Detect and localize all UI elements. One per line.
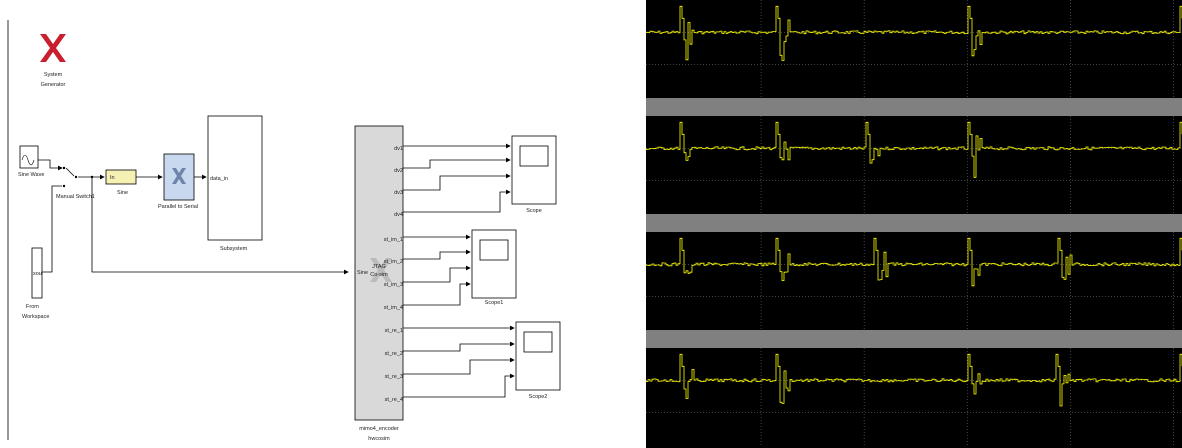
from-workspace-line2: Workspace bbox=[22, 314, 49, 320]
scope-trace bbox=[646, 122, 1182, 177]
hw-name-line2: hwcosim bbox=[368, 436, 390, 442]
xilinx-logo-icon bbox=[40, 34, 66, 62]
hwcosim-block[interactable]: Sine JTAG Co-sim dv1 dv2 dv3 dv4 st_im_1… bbox=[355, 126, 403, 442]
scope-panel bbox=[646, 116, 1182, 214]
logo-line1: System bbox=[44, 72, 63, 78]
scope-panel bbox=[646, 232, 1182, 330]
port-dv2: dv2 bbox=[394, 168, 403, 174]
gateway-name: Sine bbox=[117, 190, 128, 196]
scope-separator bbox=[646, 214, 1182, 232]
subsystem-label: Subsystem bbox=[220, 246, 248, 252]
scope-block[interactable]: Scope bbox=[512, 136, 556, 214]
scope-separator bbox=[646, 330, 1182, 348]
scope2-label: Scope2 bbox=[529, 394, 548, 400]
scope-icon bbox=[520, 146, 548, 166]
scope1-icon bbox=[480, 240, 508, 260]
scope1-label: Scope1 bbox=[485, 300, 504, 306]
parallel-to-serial-block[interactable]: Parallel to Serial bbox=[158, 154, 198, 210]
scope2-icon bbox=[524, 332, 552, 352]
manual-switch-label: Manual Switch1 bbox=[56, 194, 95, 200]
port-st-re-4: st_re_4 bbox=[385, 397, 403, 403]
hw-input-port: Sine bbox=[357, 270, 368, 276]
scope-trace bbox=[646, 6, 1182, 60]
logo-line2: Generator bbox=[41, 82, 66, 88]
subsystem-block[interactable]: data_in Subsystem bbox=[208, 116, 262, 252]
manual-switch-block[interactable]: Manual Switch1 bbox=[56, 167, 95, 200]
port-st-im-1: st_im_1 bbox=[384, 237, 403, 243]
from-workspace-line1: From bbox=[26, 304, 39, 310]
port-st-im-3: st_im_3 bbox=[384, 282, 403, 288]
port-st-re-3: st_re_3 bbox=[385, 374, 403, 380]
p2s-label: Parallel to Serial bbox=[158, 204, 198, 210]
scope-trace bbox=[646, 238, 1182, 285]
port-dv4: dv4 bbox=[394, 212, 403, 218]
system-generator-block[interactable]: System Generator bbox=[40, 34, 66, 88]
from-workspace-block[interactable]: sou From Workspace bbox=[22, 248, 49, 320]
port-dv1: dv1 bbox=[394, 146, 403, 152]
scope-panel bbox=[646, 0, 1182, 98]
scope2-block[interactable]: Scope2 bbox=[516, 322, 560, 400]
scope-separator bbox=[646, 98, 1182, 116]
scope-output-view bbox=[646, 0, 1182, 448]
gateway-in-block[interactable]: In Sine bbox=[106, 170, 136, 196]
scope-panel bbox=[646, 348, 1182, 446]
scope-label: Scope bbox=[526, 208, 542, 214]
port-dv3: dv3 bbox=[394, 190, 403, 196]
gateway-port-label: In bbox=[110, 175, 115, 181]
subsystem-port: data_in bbox=[210, 176, 228, 182]
port-st-im-2: st_im_2 bbox=[384, 259, 403, 265]
port-st-im-4: st_im_4 bbox=[384, 305, 403, 311]
simulink-diagram: System Generator Sine Wave Manual Switch… bbox=[0, 0, 640, 448]
hw-name-line1: mimo4_encoder bbox=[359, 426, 399, 432]
port-st-re-2: st_re_2 bbox=[385, 351, 403, 357]
sine-wave-label: Sine Wave bbox=[18, 172, 44, 178]
scope1-block[interactable]: Scope1 bbox=[472, 230, 516, 306]
hw-center-line2: Co-sim bbox=[370, 272, 388, 278]
port-st-re-1: st_re_1 bbox=[385, 328, 403, 334]
from-workspace-port: sou bbox=[33, 271, 42, 277]
sine-wave-block[interactable]: Sine Wave bbox=[18, 146, 44, 178]
